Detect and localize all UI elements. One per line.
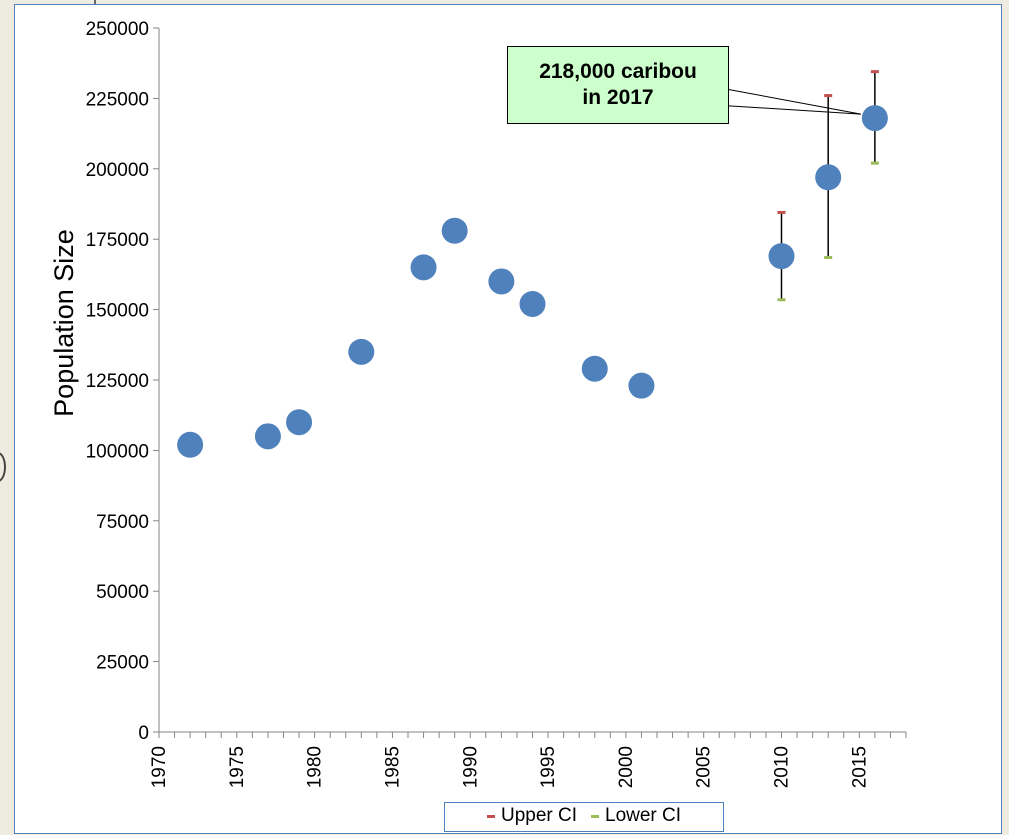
data-point	[286, 409, 313, 436]
y-tick-label: 200000	[86, 160, 149, 181]
data-point	[519, 290, 546, 317]
y-tick-label: 250000	[86, 19, 149, 40]
data-point	[488, 268, 515, 295]
x-tick-label: 2010	[772, 746, 793, 788]
legend-item-upper-ci: Upper CI	[486, 805, 577, 827]
axes: 0 25000 50000 75000 100000 125000 150000 175000…	[86, 19, 907, 788]
y-axis-label: Population Size	[49, 229, 79, 417]
data-point	[177, 431, 204, 458]
x-tick-label: 1990	[460, 746, 481, 788]
data-point	[861, 105, 888, 132]
y-tick-label: 0	[138, 723, 149, 744]
data-point	[410, 254, 437, 281]
data-point	[581, 355, 608, 382]
legend-label-lower-ci: Lower CI	[605, 805, 682, 826]
data-point	[768, 243, 795, 270]
x-tick-label: 2000	[616, 746, 637, 788]
x-tick-label: 1985	[382, 746, 403, 788]
data-point	[254, 423, 281, 450]
x-tick-label: 2015	[849, 746, 870, 788]
legend-item-lower-ci: Lower CI	[591, 805, 681, 827]
x-tick-label: 1995	[538, 746, 559, 788]
y-tick-label: 75000	[96, 512, 149, 533]
data-point	[628, 372, 655, 399]
x-tick-label: 1975	[227, 746, 248, 788]
legend-swatch-lower-ci	[591, 814, 599, 818]
data-point	[348, 338, 375, 365]
y-tick-label: 100000	[86, 441, 149, 462]
y-tick-label: 25000	[96, 653, 149, 674]
y-tick-label: 125000	[86, 371, 149, 392]
scatter-plot: 0 25000 50000 75000 100000 125000 150000 175000…	[86, 19, 907, 788]
data-point	[441, 217, 468, 244]
legend: Upper CI Lower CI	[444, 802, 724, 832]
legend-swatch-upper-ci	[486, 814, 495, 818]
legend-label-upper-ci: Upper CI	[500, 805, 577, 826]
data-point	[815, 164, 842, 191]
chart-area: 0 25000 50000 75000 100000 125000 150000 175000…	[14, 4, 1002, 834]
x-tick-label: 2005	[694, 746, 715, 788]
data-points	[177, 105, 888, 458]
callout-leader-line	[714, 104, 861, 115]
y-tick-label: 225000	[86, 89, 149, 110]
y-tick-label: 175000	[86, 230, 149, 251]
callout-leader-line	[714, 86, 861, 115]
x-tick-label: 1970	[149, 746, 170, 788]
annotation-callout: 218,000 caribou in 2017	[507, 46, 729, 124]
x-tick-label: 1980	[305, 746, 326, 788]
y-tick-label: 50000	[96, 582, 149, 603]
left-edge-mark	[0, 452, 6, 482]
y-tick-label: 150000	[86, 301, 149, 322]
top-edge-tick	[94, 0, 96, 4]
